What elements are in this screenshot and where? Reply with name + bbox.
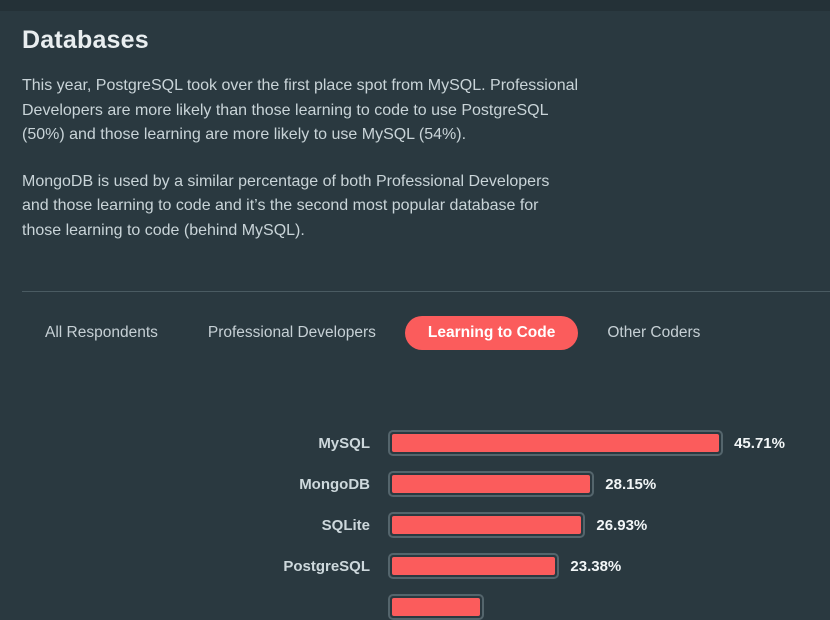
bar-category-label: MySQL [318, 434, 370, 452]
intro-paragraph-1: This year, PostgreSQL took over the firs… [22, 77, 579, 143]
bar-value-label: 26.93% [596, 516, 648, 534]
bar-fill [392, 598, 480, 616]
section-divider [22, 291, 830, 292]
bar-postgresql [388, 553, 560, 579]
bar-category-label: SQLite [321, 516, 370, 534]
bar-fill [392, 475, 591, 493]
bar-category-label: PostgreSQL [283, 557, 370, 575]
bar-mysql [388, 430, 724, 456]
bar-mongodb [388, 471, 595, 497]
bar-sqlite [388, 512, 586, 538]
bar-category-label: MongoDB [299, 475, 370, 493]
tab-learning-to-code[interactable]: Learning to Code [404, 316, 579, 350]
intro-block: Databases This year, PostgreSQL took ove… [0, 23, 830, 243]
bar-value-label: 23.38% [570, 557, 622, 575]
bar-fill [392, 557, 556, 575]
bar-row-mysql: MySQL 45.71% [0, 430, 830, 456]
bar-fill [392, 516, 582, 534]
bar-value-label: 45.71% [734, 434, 785, 452]
intro-paragraph-2: MongoDB is used by a similar percentage … [22, 172, 550, 239]
bar-row-mongodb: MongoDB 28.15% [0, 471, 830, 497]
bar-row-sqlite: SQLite 26.93% [0, 512, 830, 538]
section-top-divider [0, 0, 830, 11]
database-usage-bar-chart: MySQL 45.71% MongoDB 28.15% SQLite 26.93… [0, 430, 830, 620]
bar-fill [392, 434, 720, 452]
tab-all-respondents[interactable]: All Respondents [45, 324, 158, 341]
tab-professional-developers[interactable]: Professional Developers [207, 324, 376, 341]
page-title: Databases [22, 26, 149, 54]
bar-row-postgresql: PostgreSQL 23.38% [0, 553, 830, 579]
respondent-group-tabs: All Respondents Professional Developers … [45, 315, 830, 351]
tab-other-coders[interactable]: Other Coders [607, 324, 701, 341]
bar-value-label: 28.15% [605, 475, 657, 493]
